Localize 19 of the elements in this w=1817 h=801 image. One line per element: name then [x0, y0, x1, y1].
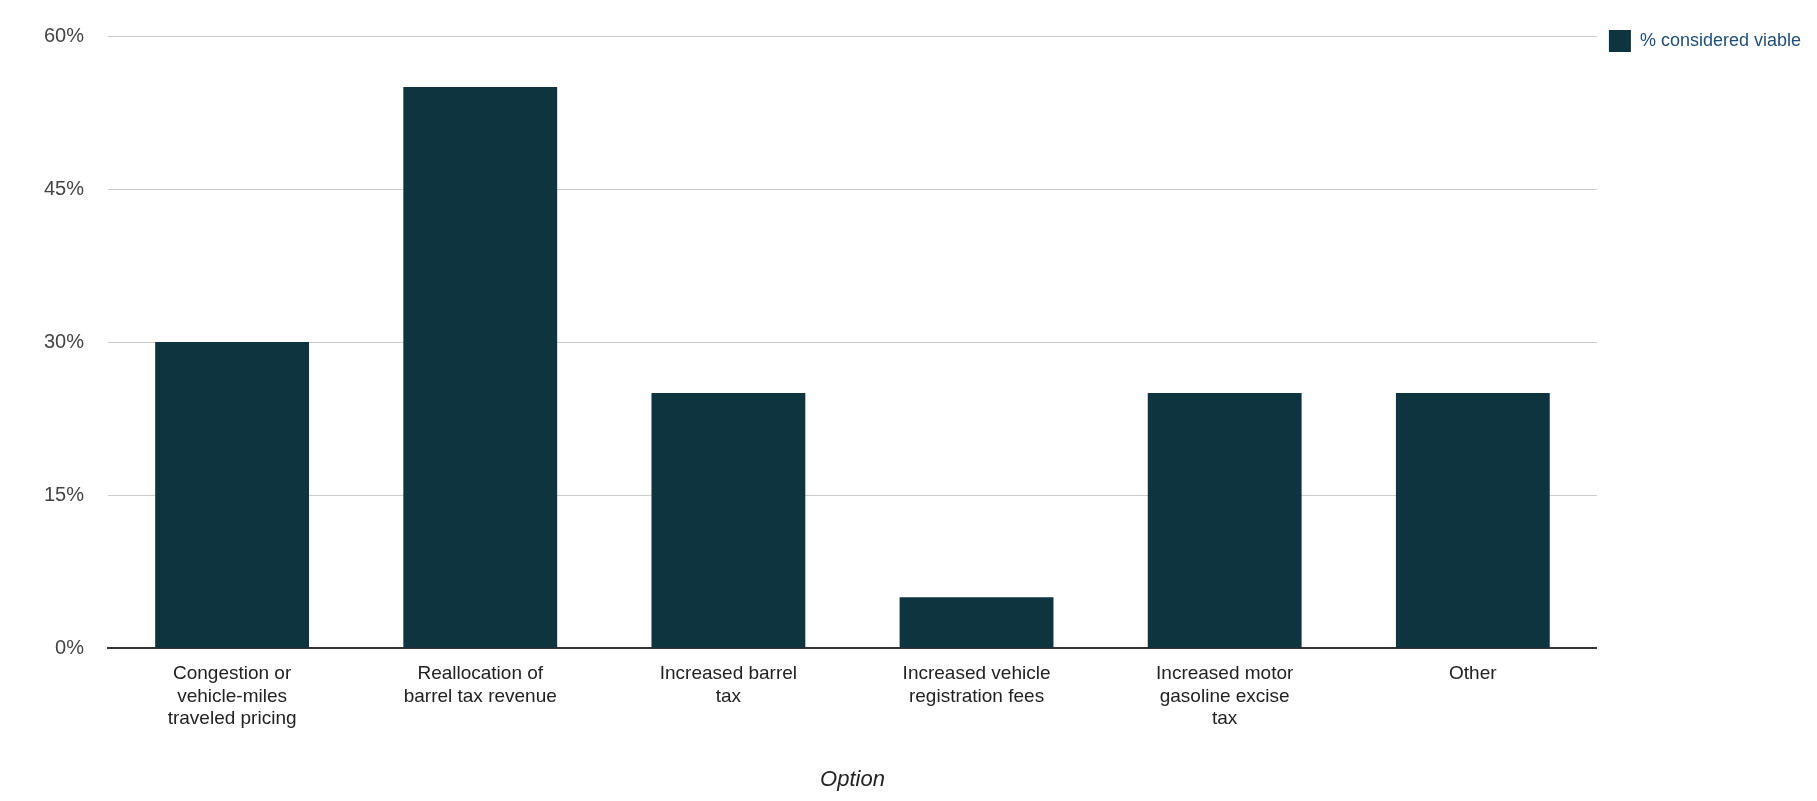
y-tick-label: 15%	[44, 482, 85, 505]
y-tick-label: 60%	[44, 23, 85, 46]
bar	[155, 342, 310, 648]
bar	[403, 87, 558, 648]
x-tick-label: Other	[1449, 661, 1498, 683]
x-axis-title: Option	[820, 765, 885, 791]
bar	[1147, 393, 1302, 648]
bar	[899, 597, 1054, 648]
x-tick-label: Increased motor gasoline excise tax	[1156, 661, 1294, 729]
bar	[651, 393, 806, 648]
x-tick-label: Congestion or vehicle-miles traveled pricing	[167, 661, 297, 729]
x-tick-label: Increased barrel tax	[659, 661, 798, 706]
x-tick-label: Increased vehicle registration fees	[902, 661, 1051, 706]
bar	[1395, 393, 1550, 648]
x-tick-label: Reallocation of barrel tax revenue	[403, 661, 557, 706]
y-tick-label: 45%	[44, 176, 85, 199]
legend-label: % considered viable	[1639, 29, 1802, 50]
y-tick-label: 0%	[55, 635, 85, 658]
y-tick-label: 30%	[44, 329, 85, 352]
